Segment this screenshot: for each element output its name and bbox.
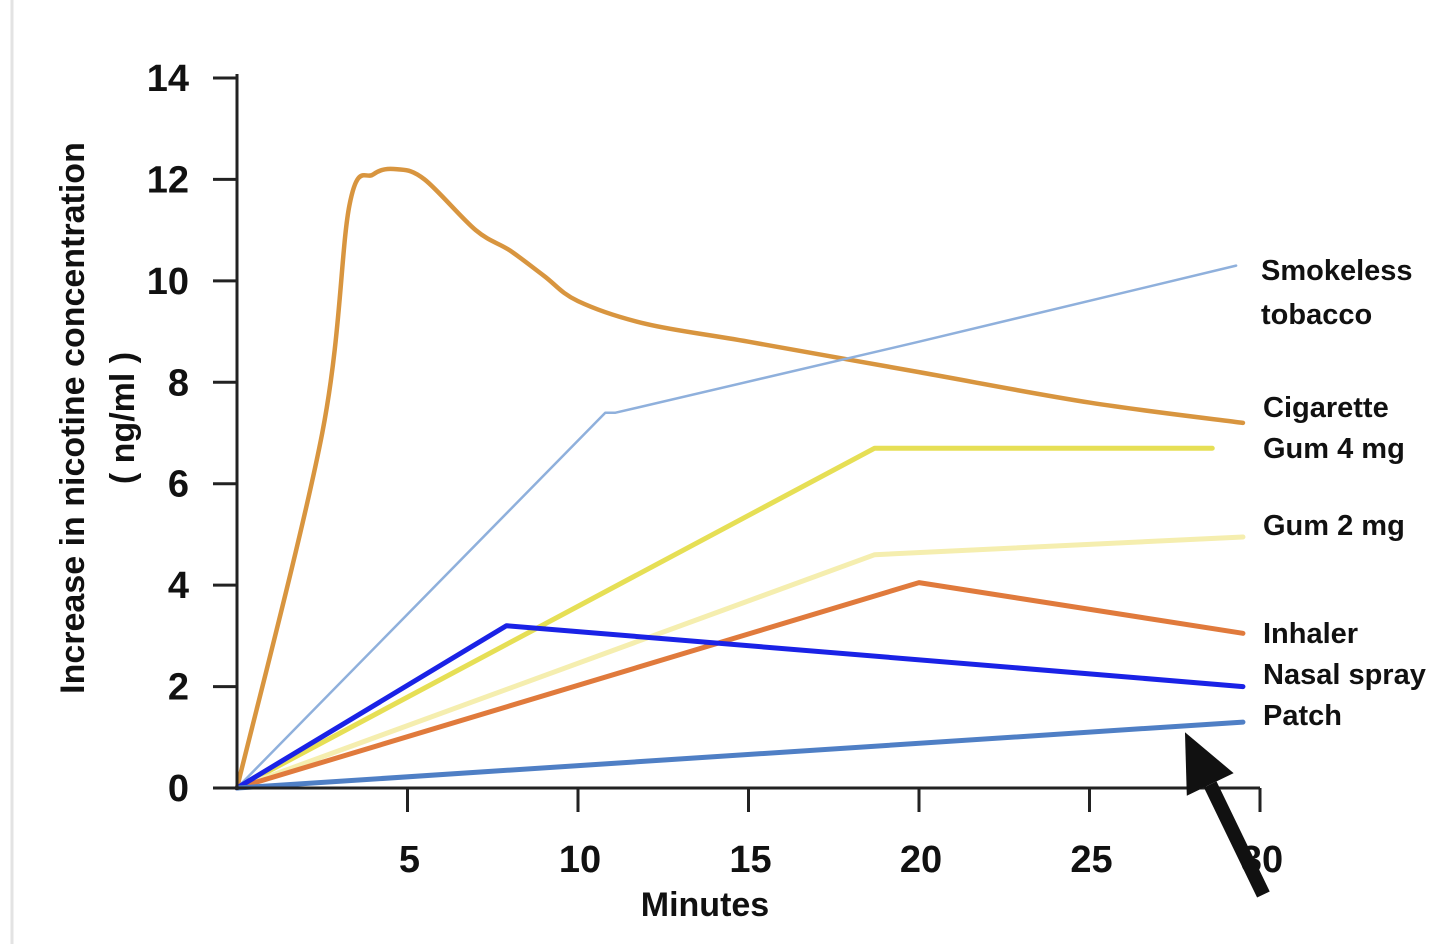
annotation-layer <box>1184 732 1270 898</box>
series-line-gum-2-mg <box>234 534 1246 791</box>
legend-label-gum-2-mg: Gum 2 mg <box>1263 510 1405 542</box>
x-axis-title: Minutes <box>641 886 769 924</box>
legend-labels: Cigarette Smokeless tobacco Gum 4 mg Gum 2 m… <box>1261 255 1426 732</box>
legend-label-cigarette: Cigarette <box>1263 392 1389 424</box>
legend-label-patch: Patch <box>1263 700 1342 732</box>
series-line-cigarette <box>234 166 1246 791</box>
series-line-smokeless-tobacco <box>235 264 1238 790</box>
x-tick-label: 25 <box>1070 839 1112 881</box>
legend-label-gum-4-mg: Gum 4 mg <box>1263 433 1405 465</box>
y-tick-label: 12 <box>147 159 189 201</box>
y-tick-label: 14 <box>147 58 189 100</box>
legend-label-inhaler: Inhaler <box>1263 618 1358 650</box>
y-tick-label: 4 <box>168 565 189 607</box>
x-tick-label: 10 <box>559 839 601 881</box>
series-layer <box>234 166 1246 791</box>
x-tick-label: 20 <box>900 839 942 881</box>
legend-label-smokeless-tobacco: Smokeless tobacco <box>1261 255 1413 331</box>
legend-label-nasal-spray: Nasal spray <box>1263 659 1426 691</box>
series-line-gum-4-mg <box>234 445 1215 791</box>
series-line-patch <box>234 719 1246 791</box>
x-tick-label: 15 <box>729 839 771 881</box>
arrow-head <box>1184 732 1234 796</box>
y-tick-label: 6 <box>168 464 189 506</box>
y-tick-label: 0 <box>168 768 189 810</box>
x-tick-label: 5 <box>399 839 420 881</box>
arrow-shaft <box>1203 781 1270 898</box>
series-line-nasal-spray <box>234 623 1246 791</box>
y-tick-label: 2 <box>168 667 189 709</box>
y-tick-label: 10 <box>147 261 189 303</box>
y-axis-unit: ( ng/ml ) <box>104 352 142 484</box>
y-axis-title: Increase in nicotine concentration <box>54 142 92 694</box>
y-tick-label: 8 <box>168 362 189 404</box>
y-axis-title-group: Increase in nicotine concentration ( ng/… <box>54 142 142 694</box>
series-line-inhaler <box>234 580 1246 791</box>
